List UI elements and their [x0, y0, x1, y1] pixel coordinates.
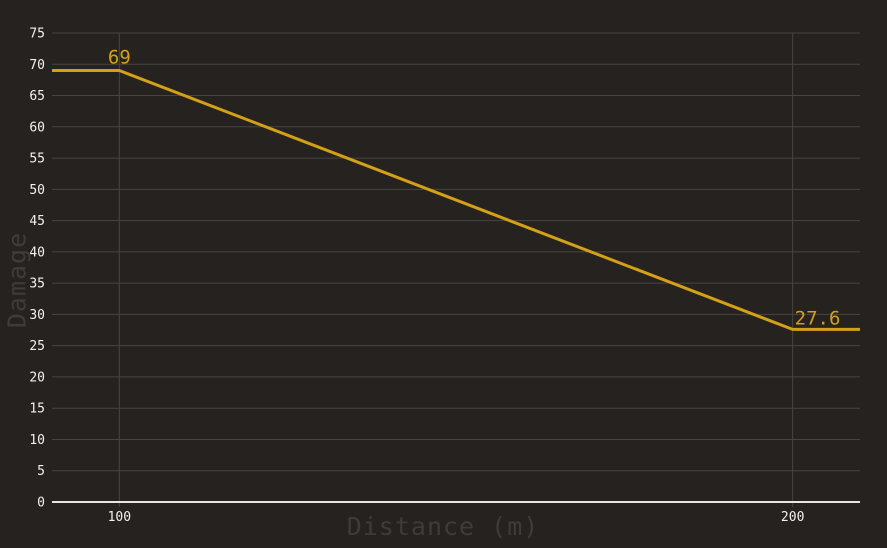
- y-tick-label-5: 5: [37, 464, 45, 479]
- y-tick-label-25: 25: [29, 339, 45, 354]
- y-tick-label-10: 10: [29, 433, 45, 448]
- y-tick-label-20: 20: [29, 370, 45, 385]
- y-axis-title: Damage: [2, 231, 32, 329]
- y-tick-label-60: 60: [29, 120, 45, 135]
- y-tick-label-40: 40: [29, 245, 45, 260]
- y-tick-label-75: 75: [29, 27, 45, 42]
- y-tick-label-0: 0: [37, 496, 45, 511]
- series-line-damage-falloff: [52, 69, 860, 331]
- x-axis-title: Distance (m): [346, 512, 540, 541]
- y-tick-label-50: 50: [29, 183, 45, 198]
- y-tick-label-30: 30: [29, 308, 45, 323]
- x-tick-label-100: 100: [108, 510, 131, 525]
- x-tick-label-200: 200: [781, 510, 804, 525]
- value-label-27.6: 27.6: [795, 307, 841, 329]
- value-label-69: 69: [108, 47, 131, 69]
- y-tick-label-15: 15: [29, 402, 45, 417]
- y-tick-label-55: 55: [29, 152, 45, 167]
- y-tick-label-45: 45: [29, 214, 45, 229]
- y-tick-label-65: 65: [29, 89, 45, 104]
- y-tick-label-35: 35: [29, 277, 45, 292]
- y-tick-label-70: 70: [29, 58, 45, 73]
